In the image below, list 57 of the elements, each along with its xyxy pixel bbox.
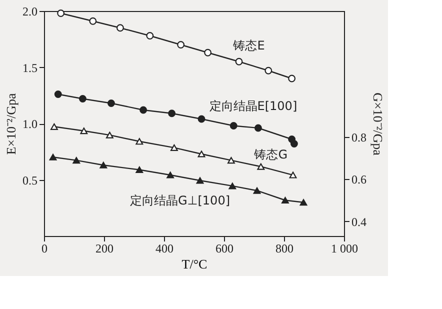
x-tick-label: 400 — [156, 242, 174, 256]
point — [140, 106, 148, 114]
point — [166, 172, 174, 178]
point — [72, 157, 80, 164]
point — [116, 24, 124, 32]
point — [136, 166, 144, 174]
x-tick-label: 800 — [276, 242, 294, 256]
series-label: 定向结晶G⊥[100] — [130, 193, 230, 208]
point — [54, 90, 62, 98]
y2-tick-label: 0.6 — [352, 172, 366, 187]
y2-axis-title: G×10⁻²/Gpa — [370, 92, 386, 156]
series-label: 铸态G — [253, 148, 288, 162]
y-tick-label: 2.0 — [22, 4, 38, 18]
point — [136, 138, 144, 145]
point — [257, 163, 265, 170]
point — [228, 182, 236, 190]
x-tick-label: 0 — [42, 242, 48, 256]
point — [281, 196, 289, 204]
point — [100, 162, 108, 168]
point — [198, 150, 206, 158]
x-tick-label: 200 — [96, 242, 114, 256]
point — [80, 128, 88, 134]
point — [235, 58, 243, 66]
point — [227, 157, 235, 164]
point — [198, 115, 206, 123]
series-label: 定向结晶E[100] — [209, 99, 298, 113]
point — [78, 95, 86, 102]
y-tick-label: 1.5 — [22, 60, 38, 75]
point — [253, 187, 261, 194]
point — [89, 17, 97, 25]
point — [300, 199, 308, 206]
y2-tick-label: 0.4 — [352, 214, 366, 229]
point — [290, 140, 298, 148]
point — [177, 41, 185, 48]
point — [146, 32, 154, 40]
point — [106, 132, 114, 138]
y-tick-label: 0.5 — [22, 173, 38, 188]
point — [49, 154, 57, 160]
y2-tick-label: 0.8 — [352, 130, 366, 145]
x-axis-title: T/°C — [182, 256, 208, 272]
point — [204, 48, 212, 56]
point — [230, 122, 238, 130]
y-tick-label: 1.0 — [22, 117, 38, 131]
point — [196, 177, 204, 184]
series-label: 铸态E — [232, 38, 265, 53]
point — [168, 110, 176, 118]
point — [288, 74, 296, 82]
point — [50, 123, 58, 130]
point — [254, 124, 262, 132]
x-tick-label: 600 — [216, 242, 234, 256]
point — [107, 100, 115, 107]
y-axis-title: E×10⁻²/Gpa — [4, 93, 18, 155]
point — [289, 172, 297, 178]
point — [264, 66, 272, 74]
point — [57, 10, 65, 17]
point — [170, 144, 178, 151]
x-tick-label: 1 000 — [331, 242, 358, 256]
